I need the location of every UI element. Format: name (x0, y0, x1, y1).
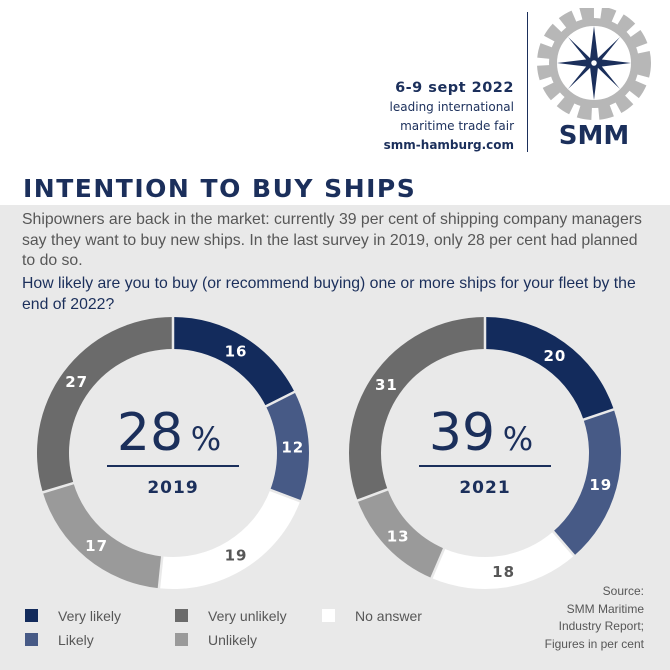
donut-slice (348, 317, 485, 501)
legend-swatch (25, 609, 38, 622)
center-percentage: 39 (429, 403, 495, 463)
legend-label: No answer (355, 608, 422, 624)
slice-divider (582, 407, 616, 422)
slice-divider (264, 390, 296, 408)
slice-divider (356, 487, 389, 503)
slice-divider (157, 555, 164, 590)
content-panel (0, 205, 670, 670)
slice-value-label: 19 (225, 547, 248, 565)
slice-value-label: 31 (375, 376, 398, 394)
center-year: 2021 (459, 478, 510, 498)
donut-slice (42, 483, 163, 589)
fair-website: smm-hamburg.com (383, 138, 514, 152)
compass-rose-icon (557, 26, 631, 100)
slice-value-label: 13 (387, 527, 410, 545)
center-year: 2019 (147, 478, 198, 498)
donut-slice (485, 317, 614, 420)
donut-slice (265, 391, 309, 502)
slice-value-label: 12 (281, 438, 304, 456)
slice-value-label: 19 (589, 476, 612, 494)
donut-chart-2019: 16 12 19 17 27 28 % 2019 (36, 316, 309, 590)
legend-label: Very likely (58, 608, 122, 624)
slice-value-label: 18 (492, 563, 515, 581)
intro-text: Shipowners are back in the market: curre… (22, 211, 642, 269)
page-title: INTENTION TO BUY SHIPS (23, 174, 417, 203)
fair-tagline: leading international (389, 100, 514, 114)
legend-label: Likely (58, 632, 94, 648)
fair-info: 6-9 sept 2022 leading international mari… (384, 78, 514, 155)
source-line: Figures in per cent (544, 636, 644, 651)
header-divider (527, 12, 528, 152)
slice-value-label: 20 (543, 347, 566, 365)
slice-divider (268, 488, 302, 503)
fair-tagline: maritime trade fair (400, 119, 514, 133)
slice-value-label: 27 (65, 373, 88, 391)
legend-swatch (322, 609, 335, 622)
slice-divider (551, 529, 576, 558)
legend: Very likely Likely Very unlikely Unlikel… (25, 608, 445, 658)
donut-chart-2021: 20 19 18 13 31 39 % 2021 (348, 316, 621, 589)
center-percent-sign: % (503, 420, 533, 458)
slice-value-label: 17 (85, 537, 108, 555)
fair-date: 6-9 sept 2022 (395, 80, 514, 96)
donut-slice (36, 317, 173, 493)
smm-logo: SMM (537, 8, 651, 151)
source-line: Industry Report; (558, 619, 644, 633)
donut-slice (431, 531, 575, 589)
slice-divider (429, 547, 446, 580)
logo-wordmark: SMM (559, 121, 629, 151)
legend-label: Unlikely (208, 632, 258, 648)
donut-slice (173, 317, 295, 407)
center-percentage: 28 (117, 403, 183, 463)
legend-swatch (175, 609, 188, 622)
donut-slice (357, 489, 445, 579)
legend-swatch (175, 633, 188, 646)
survey-question: How likely are you to buy (or recommend … (22, 275, 636, 313)
legend-swatch (25, 633, 38, 646)
center-percent-sign: % (191, 420, 221, 458)
slice-value-label: 16 (225, 342, 248, 360)
source-note: Source: SMM Maritime Industry Report; Fi… (545, 583, 644, 653)
source-line: SMM Maritime (566, 601, 644, 616)
donut-slice (553, 409, 621, 556)
source-line: Source: (602, 584, 644, 598)
slice-divider (41, 481, 75, 494)
donut-slice (158, 489, 301, 589)
legend-label: Very unlikely (208, 608, 287, 624)
